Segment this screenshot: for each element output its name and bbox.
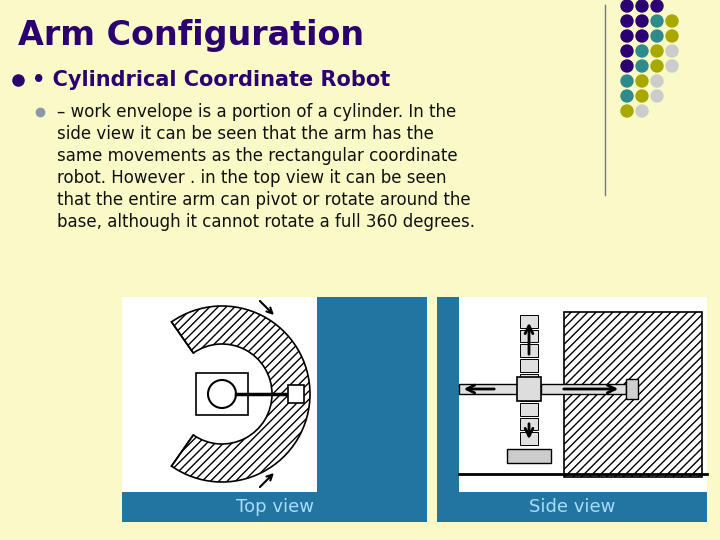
Bar [288, 385, 304, 403]
Circle shape [621, 60, 633, 72]
Bar [520, 345, 538, 357]
Bar [520, 315, 538, 328]
Bar [459, 384, 517, 394]
Text: Arm Configuration: Arm Configuration [18, 18, 364, 51]
Circle shape [621, 45, 633, 57]
Bar [317, 297, 427, 492]
Circle shape [651, 60, 663, 72]
Bar [520, 403, 538, 416]
Circle shape [636, 105, 648, 117]
Bar [541, 384, 626, 394]
Bar [520, 433, 538, 445]
Circle shape [636, 30, 648, 42]
Bar [122, 297, 427, 492]
Bar [437, 492, 707, 522]
Text: base, although it cannot rotate a full 360 degrees.: base, although it cannot rotate a full 3… [57, 213, 475, 231]
Text: side view it can be seen that the arm has the: side view it can be seen that the arm ha… [57, 125, 434, 143]
Circle shape [666, 15, 678, 27]
Bar [517, 377, 541, 401]
Text: same movements as the rectangular coordinate: same movements as the rectangular coordi… [57, 147, 458, 165]
Circle shape [651, 45, 663, 57]
Circle shape [621, 105, 633, 117]
Circle shape [172, 344, 272, 444]
Bar [196, 373, 248, 415]
Bar [520, 417, 538, 430]
Circle shape [636, 15, 648, 27]
Circle shape [636, 75, 648, 87]
Circle shape [651, 75, 663, 87]
Text: that the entire arm can pivot or rotate around the: that the entire arm can pivot or rotate … [57, 191, 471, 209]
Circle shape [621, 0, 633, 12]
Text: Top view: Top view [235, 498, 313, 516]
Bar [122, 492, 427, 522]
Circle shape [636, 45, 648, 57]
Text: – work envelope is a portion of a cylinder. In the: – work envelope is a portion of a cylind… [57, 103, 456, 121]
Bar [520, 388, 538, 401]
Text: robot. However . in the top view it can be seen: robot. However . in the top view it can … [57, 169, 446, 187]
Circle shape [621, 30, 633, 42]
Bar [520, 329, 538, 342]
Bar [626, 379, 638, 399]
Circle shape [208, 380, 236, 408]
Circle shape [666, 30, 678, 42]
Circle shape [621, 90, 633, 102]
Circle shape [666, 60, 678, 72]
Bar [520, 359, 538, 372]
Bar [437, 297, 707, 492]
Bar [564, 312, 702, 477]
Circle shape [651, 15, 663, 27]
Circle shape [621, 75, 633, 87]
Bar [520, 374, 538, 386]
Circle shape [636, 60, 648, 72]
Circle shape [666, 45, 678, 57]
Text: Side view: Side view [528, 498, 615, 516]
Text: • Cylindrical Coordinate Robot: • Cylindrical Coordinate Robot [32, 70, 390, 90]
Circle shape [651, 0, 663, 12]
Wedge shape [171, 306, 310, 482]
Bar [437, 297, 459, 492]
Circle shape [621, 15, 633, 27]
Circle shape [651, 30, 663, 42]
Bar [507, 449, 551, 463]
Circle shape [651, 90, 663, 102]
Circle shape [636, 90, 648, 102]
Circle shape [636, 0, 648, 12]
